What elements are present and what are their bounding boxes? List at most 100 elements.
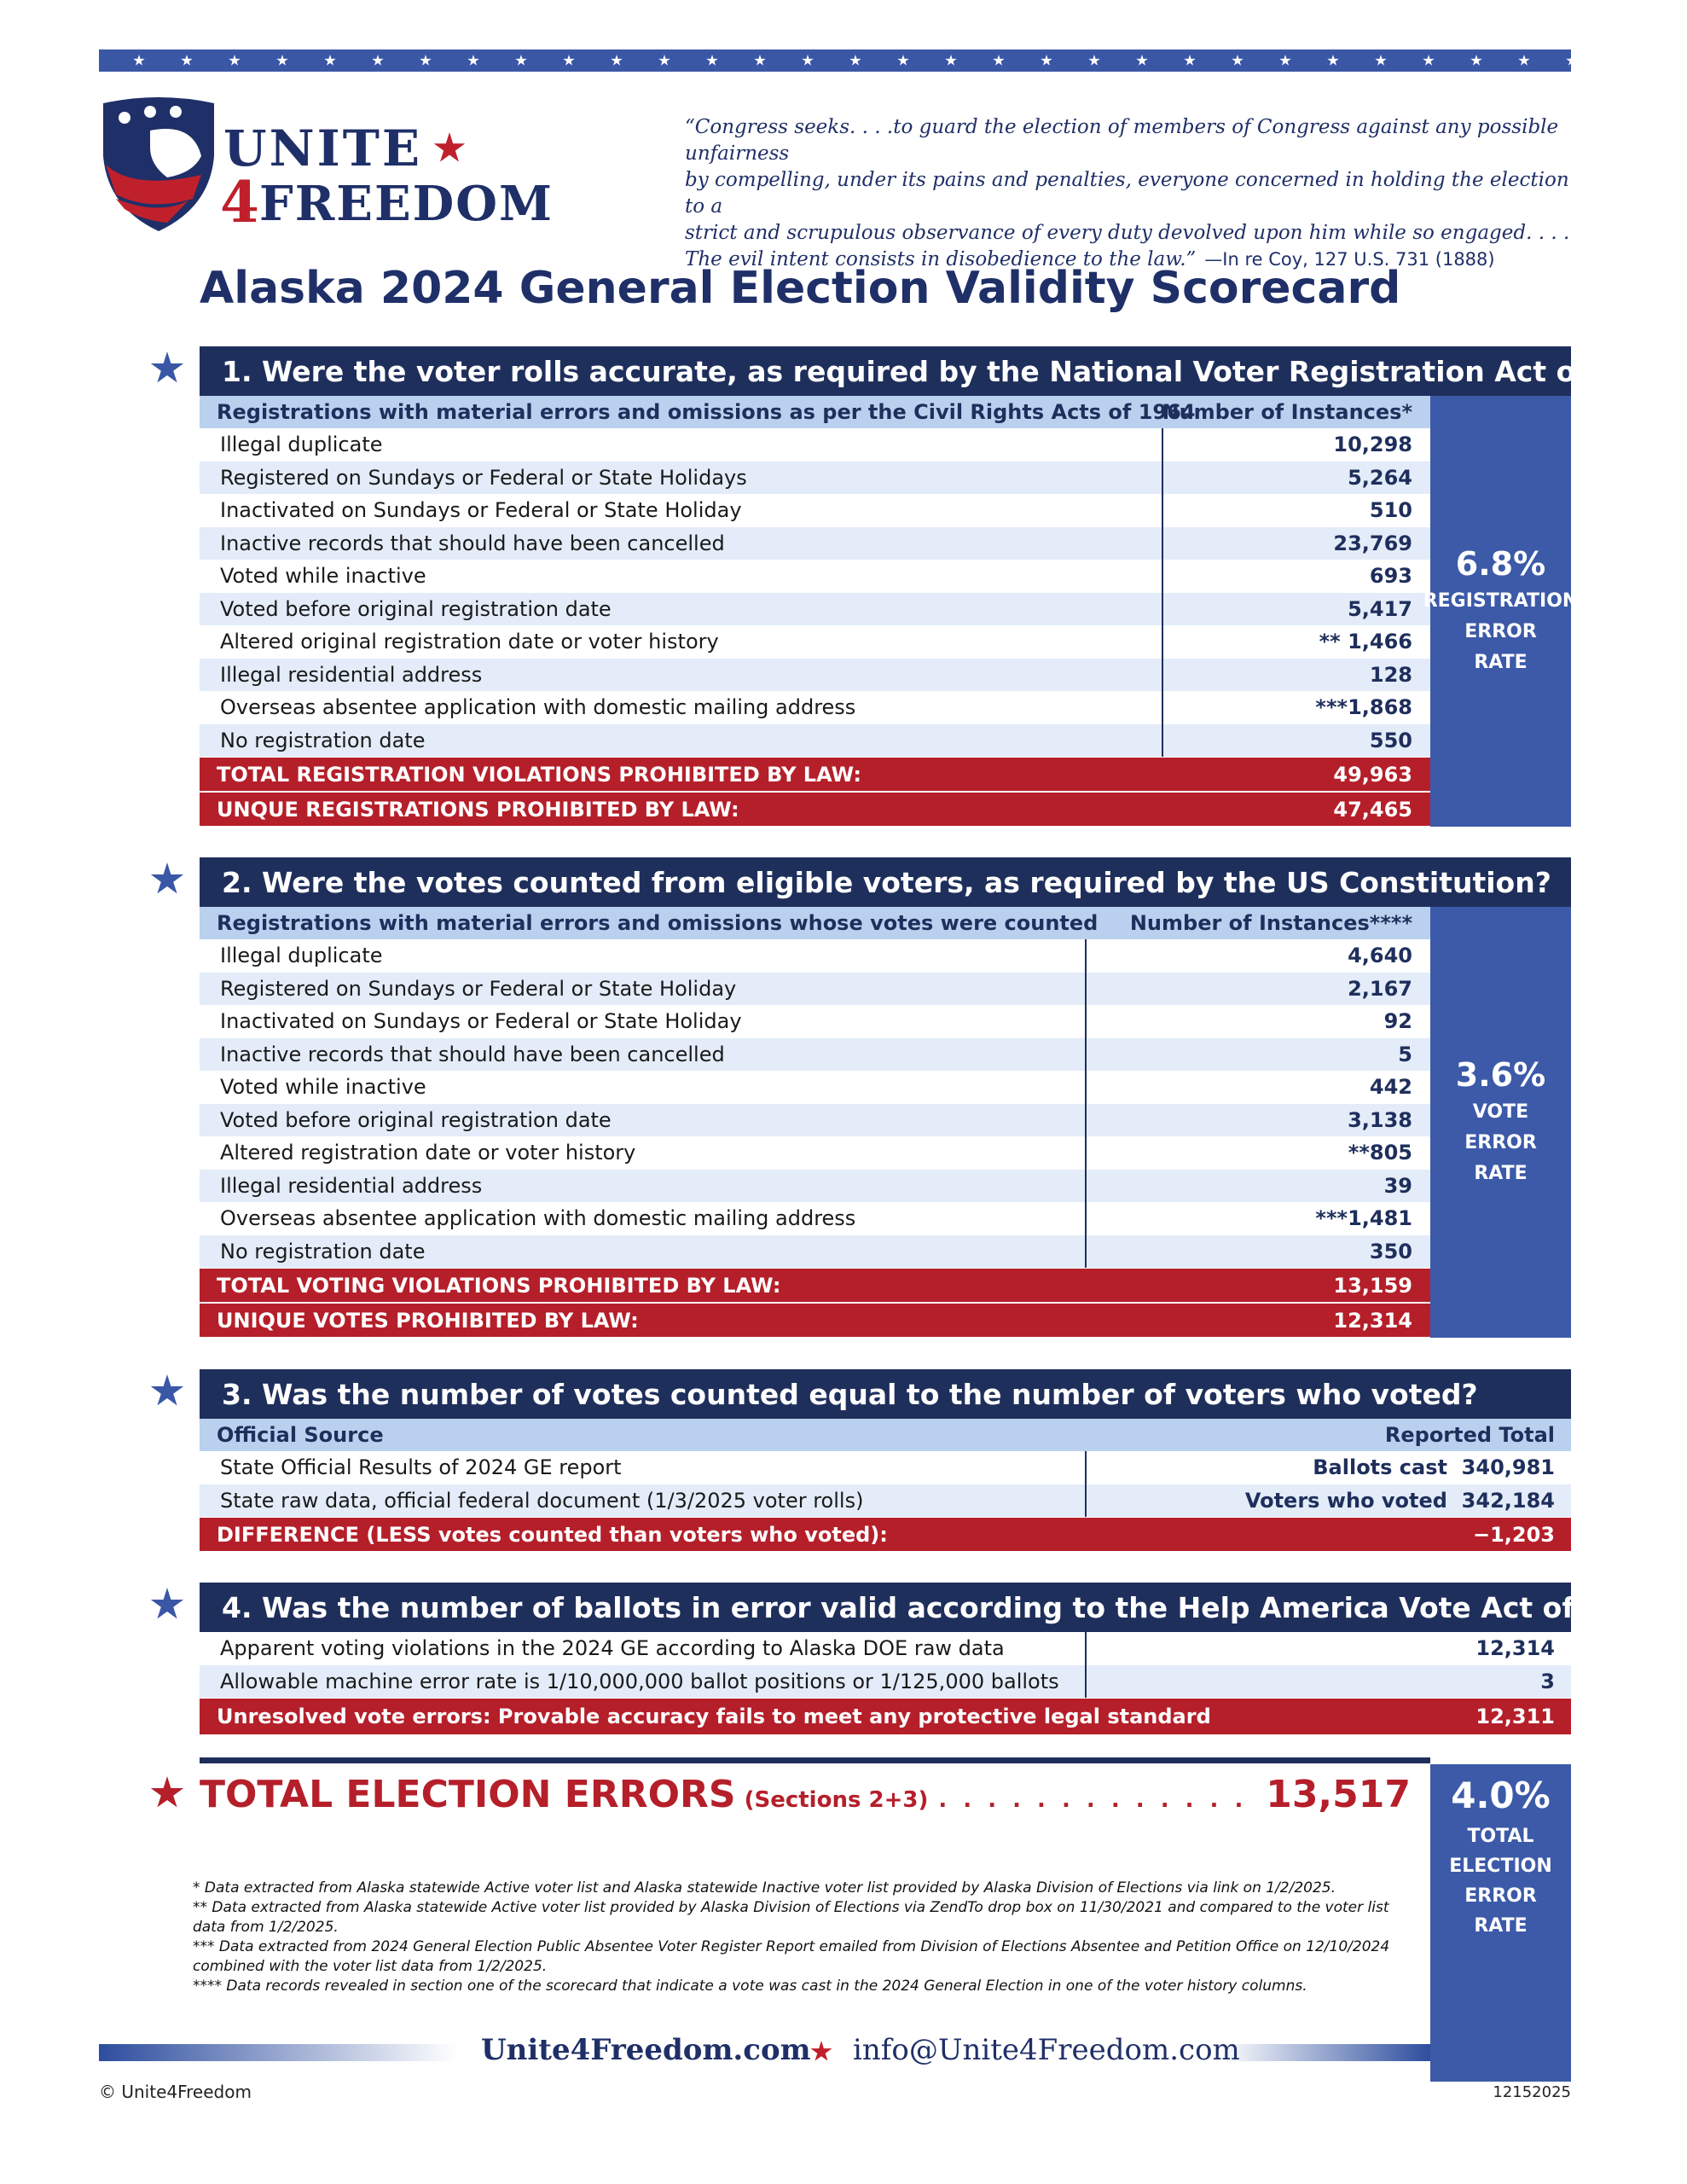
- table-row: No registration date 350: [200, 1234, 1430, 1268]
- footer-email: info@Unite4Freedom.com: [853, 2033, 1240, 2067]
- row-label: Voted before original registration date: [220, 596, 612, 621]
- row-value: 128: [1369, 662, 1412, 687]
- row-value: Voters who voted 342,184: [1244, 1488, 1555, 1513]
- rate-label: RATE: [1474, 651, 1528, 673]
- table-row: Voted while inactive 693: [200, 560, 1430, 593]
- rate-label: ERROR: [1464, 1131, 1537, 1153]
- quote-line: The evil intent consists in disobedience…: [685, 248, 1495, 270]
- row-value: 10,298: [1333, 433, 1412, 457]
- total-row: DIFFERENCE (LESS votes counted than vote…: [200, 1518, 1571, 1551]
- table-row: Voted while inactive 442: [200, 1071, 1430, 1104]
- bar-star: [1088, 55, 1100, 66]
- row-label: Registered on Sundays or Federal or Stat…: [220, 976, 737, 1001]
- rate-box: 3.6% VOTE ERROR RATE: [1430, 907, 1571, 1338]
- row-label: Inactive records that should have been c…: [220, 531, 725, 555]
- star: [150, 1776, 184, 1808]
- row-value: 12,314: [1475, 1636, 1555, 1661]
- row-value: 23,769: [1333, 531, 1412, 555]
- section-heading: 3. Was the number of votes counted equal…: [200, 1369, 1571, 1419]
- bar-star: [181, 55, 193, 66]
- star: [150, 863, 184, 894]
- row-label: Altered original registration date or vo…: [220, 630, 719, 654]
- row-value: 2,167: [1348, 976, 1412, 1001]
- row-value: ***1,868: [1315, 695, 1412, 720]
- table-row: Registered on Sundays or Federal or Stat…: [200, 972, 1430, 1005]
- row-label: Illegal duplicate: [220, 944, 383, 968]
- table-row: State Official Results of 2024 GE report…: [200, 1451, 1571, 1484]
- table-row: Inactivated on Sundays or Federal or Sta…: [200, 494, 1430, 527]
- star: [150, 1588, 184, 1619]
- column-label: Official Source: [217, 1423, 384, 1447]
- table-row: Illegal residential address 128: [200, 658, 1430, 691]
- bar-star: [1327, 55, 1339, 66]
- total-value: 13,159: [1333, 1273, 1412, 1298]
- footnote: * Data extracted from Alaska statewide A…: [193, 1879, 1336, 1896]
- table-row: Allowable machine error rate is 1/10,000…: [200, 1664, 1571, 1698]
- logo-word1: UNITE: [223, 119, 423, 177]
- star: [150, 1374, 184, 1406]
- row-label: Voted while inactive: [220, 564, 426, 589]
- bar-star: [1470, 55, 1482, 66]
- column-label: Registrations with material errors and o…: [217, 911, 1099, 935]
- total-rate-box: 4.0% TOTAL ELECTION ERROR RATE: [1430, 1764, 1571, 2082]
- total-note: (Sections 2+3): [744, 1787, 929, 1813]
- total-row: Unresolved vote errors: Provable accurac…: [200, 1699, 1571, 1734]
- table-row: Inactive records that should have been c…: [200, 1037, 1430, 1071]
- row-value: ***1,481: [1315, 1206, 1412, 1231]
- row-value: 3: [1540, 1669, 1555, 1693]
- star: [150, 351, 184, 383]
- column-header: Registrations with material errors and o…: [200, 396, 1430, 428]
- bar-star: [1136, 55, 1148, 66]
- total-value: 49,963: [1333, 762, 1412, 787]
- bar-star: [1041, 55, 1052, 66]
- logo-shield: [103, 97, 214, 231]
- quote-line: by compelling, under its pains and penal…: [685, 169, 1569, 218]
- row-value: **805: [1348, 1141, 1412, 1165]
- rate-label: RATE: [1474, 1915, 1528, 1937]
- quote-citation: —In re Coy, 127 U.S. 731 (1888): [1204, 249, 1495, 270]
- rate-label: ERROR: [1464, 620, 1537, 642]
- row-value: 39: [1383, 1173, 1412, 1198]
- row-label: Apparent voting violations in the 2024 G…: [220, 1636, 1005, 1661]
- table-row: Inactive records that should have been c…: [200, 526, 1430, 560]
- column-label: Number of Instances****: [1129, 911, 1412, 935]
- bar-star: [1518, 55, 1530, 66]
- total-row: UNIQUE VOTES PROHIBITED BY LAW: 12,314: [200, 1304, 1430, 1337]
- footnote: ** Data extracted from Alaska statewide …: [193, 1899, 1389, 1936]
- row-label: Inactivated on Sundays or Federal or Sta…: [220, 1009, 742, 1034]
- bar-star: [1423, 55, 1435, 66]
- table-row: Altered registration date or voter histo…: [200, 1136, 1430, 1170]
- table-row: Altered original registration date or vo…: [200, 625, 1430, 659]
- footer-bar-right: [1220, 2044, 1430, 2061]
- footer-website: Unite4Freedom.com: [481, 2033, 811, 2067]
- row-label: State Official Results of 2024 GE report: [220, 1455, 622, 1480]
- total-rule: [200, 1757, 1430, 1763]
- total-value: 13,517: [1266, 1773, 1411, 1816]
- row-label: Voted while inactive: [220, 1075, 426, 1100]
- total-line: TOTAL ELECTION ERRORS (Sections 2+3) . .…: [200, 1773, 1411, 1816]
- bar-star: [420, 55, 432, 66]
- bar-star: [754, 55, 766, 66]
- rate-percent: 3.6%: [1455, 1055, 1546, 1094]
- logo-word2: FREEDOM: [259, 176, 554, 232]
- table-row: State raw data, official federal documen…: [200, 1484, 1571, 1517]
- doc-code: 12152025: [1493, 2083, 1571, 2101]
- total-value: 12,311: [1475, 1705, 1555, 1728]
- table-row: Voted before original registration date 3…: [200, 1103, 1430, 1136]
- row-value: 442: [1369, 1075, 1412, 1100]
- rate-label: VOTE: [1472, 1101, 1529, 1123]
- footnote: *** Data extracted from 2024 General Ele…: [193, 1938, 1390, 1975]
- total-label: DIFFERENCE (LESS votes counted than vote…: [217, 1522, 888, 1547]
- rate-label: ELECTION: [1449, 1856, 1552, 1877]
- bar-star: [133, 55, 145, 66]
- bar-star: [945, 55, 957, 66]
- rate-box: 6.8% REGISTRATION ERROR RATE: [1423, 396, 1578, 827]
- total-value: 47,465: [1333, 797, 1412, 822]
- total-row: TOTAL REGISTRATION VIOLATIONS PROHIBITED…: [200, 758, 1430, 791]
- bar-star: [372, 55, 384, 66]
- bar-star: [611, 55, 623, 66]
- section-heading: 4. Was the number of ballots in error va…: [200, 1583, 1678, 1632]
- bar-star: [276, 55, 288, 66]
- leader-dots: . . . . . . . . . . . . . . . . . . . . …: [938, 1787, 1255, 1813]
